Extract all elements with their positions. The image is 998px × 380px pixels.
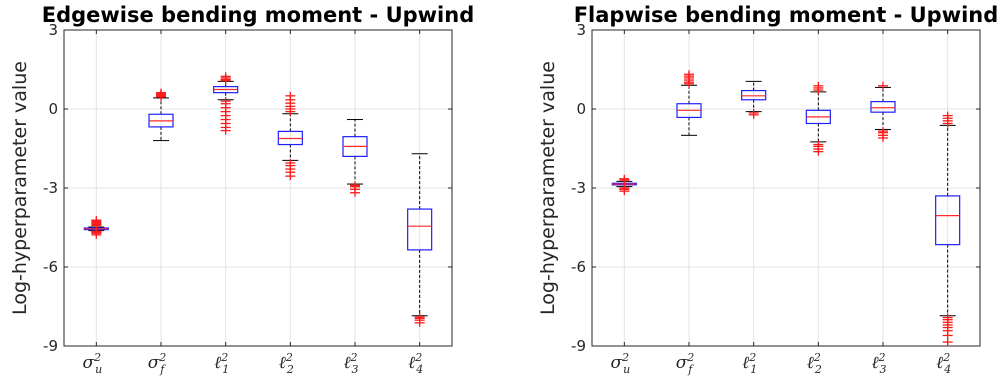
x-tick-sub: 4 xyxy=(415,363,423,376)
x-tick-sub: f xyxy=(687,363,694,376)
x-tick-sup: 2 xyxy=(220,351,228,364)
x-tick-base: ℓ xyxy=(279,353,286,373)
outlier-point xyxy=(878,127,888,136)
outlier-point xyxy=(878,81,888,90)
y-tick-label: -9 xyxy=(43,337,58,355)
outlier-point xyxy=(91,216,102,225)
x-tick-sup: 2 xyxy=(621,351,629,364)
x-tick-sub: u xyxy=(623,363,630,376)
outlier-point xyxy=(813,81,824,90)
x-tick-base: ℓ xyxy=(214,353,221,373)
x-tick-label: σ2 u xyxy=(82,351,102,376)
box-1 xyxy=(676,70,702,136)
x-tick-label: σ2 f xyxy=(676,351,695,376)
x-tick-sub: 1 xyxy=(222,363,229,376)
box-1 xyxy=(148,88,174,142)
y-tick-label: 3 xyxy=(576,21,586,39)
x-tick-sub: 2 xyxy=(814,363,822,376)
x-tick-sup: 2 xyxy=(686,351,694,364)
y-tick-label: -9 xyxy=(571,337,586,355)
y-tick-label: 3 xyxy=(48,21,58,39)
outlier-point xyxy=(748,108,759,117)
x-tick-label: ℓ2 3 xyxy=(871,351,886,376)
y-tick-label: 0 xyxy=(576,100,586,118)
box-0 xyxy=(83,216,109,239)
outlier-point xyxy=(220,72,231,81)
x-tick-sub: 1 xyxy=(750,363,757,376)
x-tick-base: σ xyxy=(676,353,688,373)
x-tick-base: ℓ xyxy=(936,353,943,373)
iqr-box xyxy=(935,195,961,246)
x-tick-sup: 2 xyxy=(414,351,422,364)
outlier-point xyxy=(220,97,231,106)
iqr-box xyxy=(741,89,767,101)
box-2 xyxy=(213,72,239,135)
outlier-point xyxy=(942,313,953,322)
x-tick-label: ℓ2 4 xyxy=(936,351,951,376)
x-tick-base: ℓ xyxy=(408,353,415,373)
x-tick-sup: 2 xyxy=(748,351,756,364)
x-tick-label: ℓ2 2 xyxy=(807,351,822,376)
y-tick-label: -3 xyxy=(43,179,58,197)
outlier-point xyxy=(285,158,296,167)
x-tick-label: ℓ2 1 xyxy=(214,351,229,376)
x-tick-base: σ xyxy=(610,353,622,373)
x-tick-label: σ2 f xyxy=(148,351,167,376)
x-tick-label: ℓ2 4 xyxy=(408,351,423,376)
x-tick-sup: 2 xyxy=(942,351,950,364)
outlier-point xyxy=(350,181,360,190)
chart-title: Edgewise bending moment - Upwind xyxy=(42,3,474,27)
outlier-point xyxy=(414,313,425,322)
box-4 xyxy=(342,119,368,197)
y-tick-label: -6 xyxy=(43,258,58,276)
y-tick-label: -3 xyxy=(571,179,586,197)
box-5 xyxy=(407,153,433,327)
x-tick-base: σ xyxy=(148,353,160,373)
outlier-point xyxy=(156,88,166,97)
x-tick-sup: 2 xyxy=(285,351,293,364)
outlier-point xyxy=(285,91,296,100)
chart-title: Flapwise bending moment - Upwind xyxy=(574,3,998,27)
x-tick-sub: 4 xyxy=(943,363,951,376)
outlier-point xyxy=(619,184,630,192)
box-0 xyxy=(611,174,637,196)
x-tick-label: σ2 u xyxy=(610,351,630,376)
box-3 xyxy=(277,91,303,181)
x-tick-sup: 2 xyxy=(878,351,886,364)
x-tick-label: ℓ2 2 xyxy=(279,351,294,376)
x-tick-sup: 2 xyxy=(93,351,101,364)
x-tick-sub: u xyxy=(95,363,102,376)
x-tick-sub: 3 xyxy=(352,363,359,376)
box-4 xyxy=(870,81,896,142)
y-axis-label: Log-hyperparameter value xyxy=(9,61,31,315)
outlier-point xyxy=(942,111,953,120)
y-tick-label: 0 xyxy=(48,100,58,118)
x-tick-sup: 2 xyxy=(813,351,821,364)
y-tick-label: -6 xyxy=(571,258,586,276)
x-tick-sup: 2 xyxy=(350,351,358,364)
y-axis-label: Log-hyperparameter value xyxy=(537,61,559,315)
box-5 xyxy=(935,111,961,347)
x-tick-label: ℓ2 1 xyxy=(742,351,757,376)
iqr-box xyxy=(407,208,433,251)
outlier-point xyxy=(813,140,824,149)
x-tick-sub: 3 xyxy=(880,363,887,376)
x-tick-label: ℓ2 3 xyxy=(343,351,358,376)
x-tick-base: ℓ xyxy=(871,353,878,373)
outlier-point xyxy=(684,70,694,79)
x-tick-sub: f xyxy=(159,363,166,376)
box-3 xyxy=(805,81,831,156)
x-tick-base: ℓ xyxy=(742,353,749,373)
outlier-point xyxy=(619,174,630,183)
x-tick-base: ℓ xyxy=(807,353,814,373)
x-tick-sub: 2 xyxy=(286,363,294,376)
x-tick-base: σ xyxy=(82,353,94,373)
box-2 xyxy=(741,80,767,119)
iqr-box xyxy=(870,101,896,113)
x-tick-base: ℓ xyxy=(343,353,350,373)
x-tick-sup: 2 xyxy=(158,351,166,364)
